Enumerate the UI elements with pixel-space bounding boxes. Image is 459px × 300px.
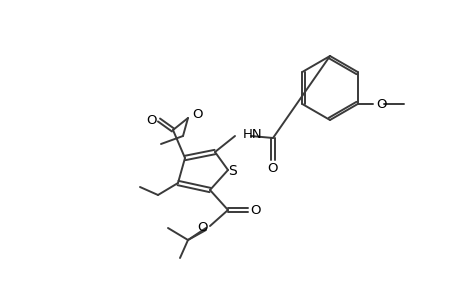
Text: O: O <box>191 109 202 122</box>
Text: HN: HN <box>242 128 262 142</box>
Text: S: S <box>228 164 237 178</box>
Text: O: O <box>146 113 157 127</box>
Text: O: O <box>197 221 208 235</box>
Text: O: O <box>376 98 386 110</box>
Text: O: O <box>267 161 278 175</box>
Text: O: O <box>250 203 261 217</box>
